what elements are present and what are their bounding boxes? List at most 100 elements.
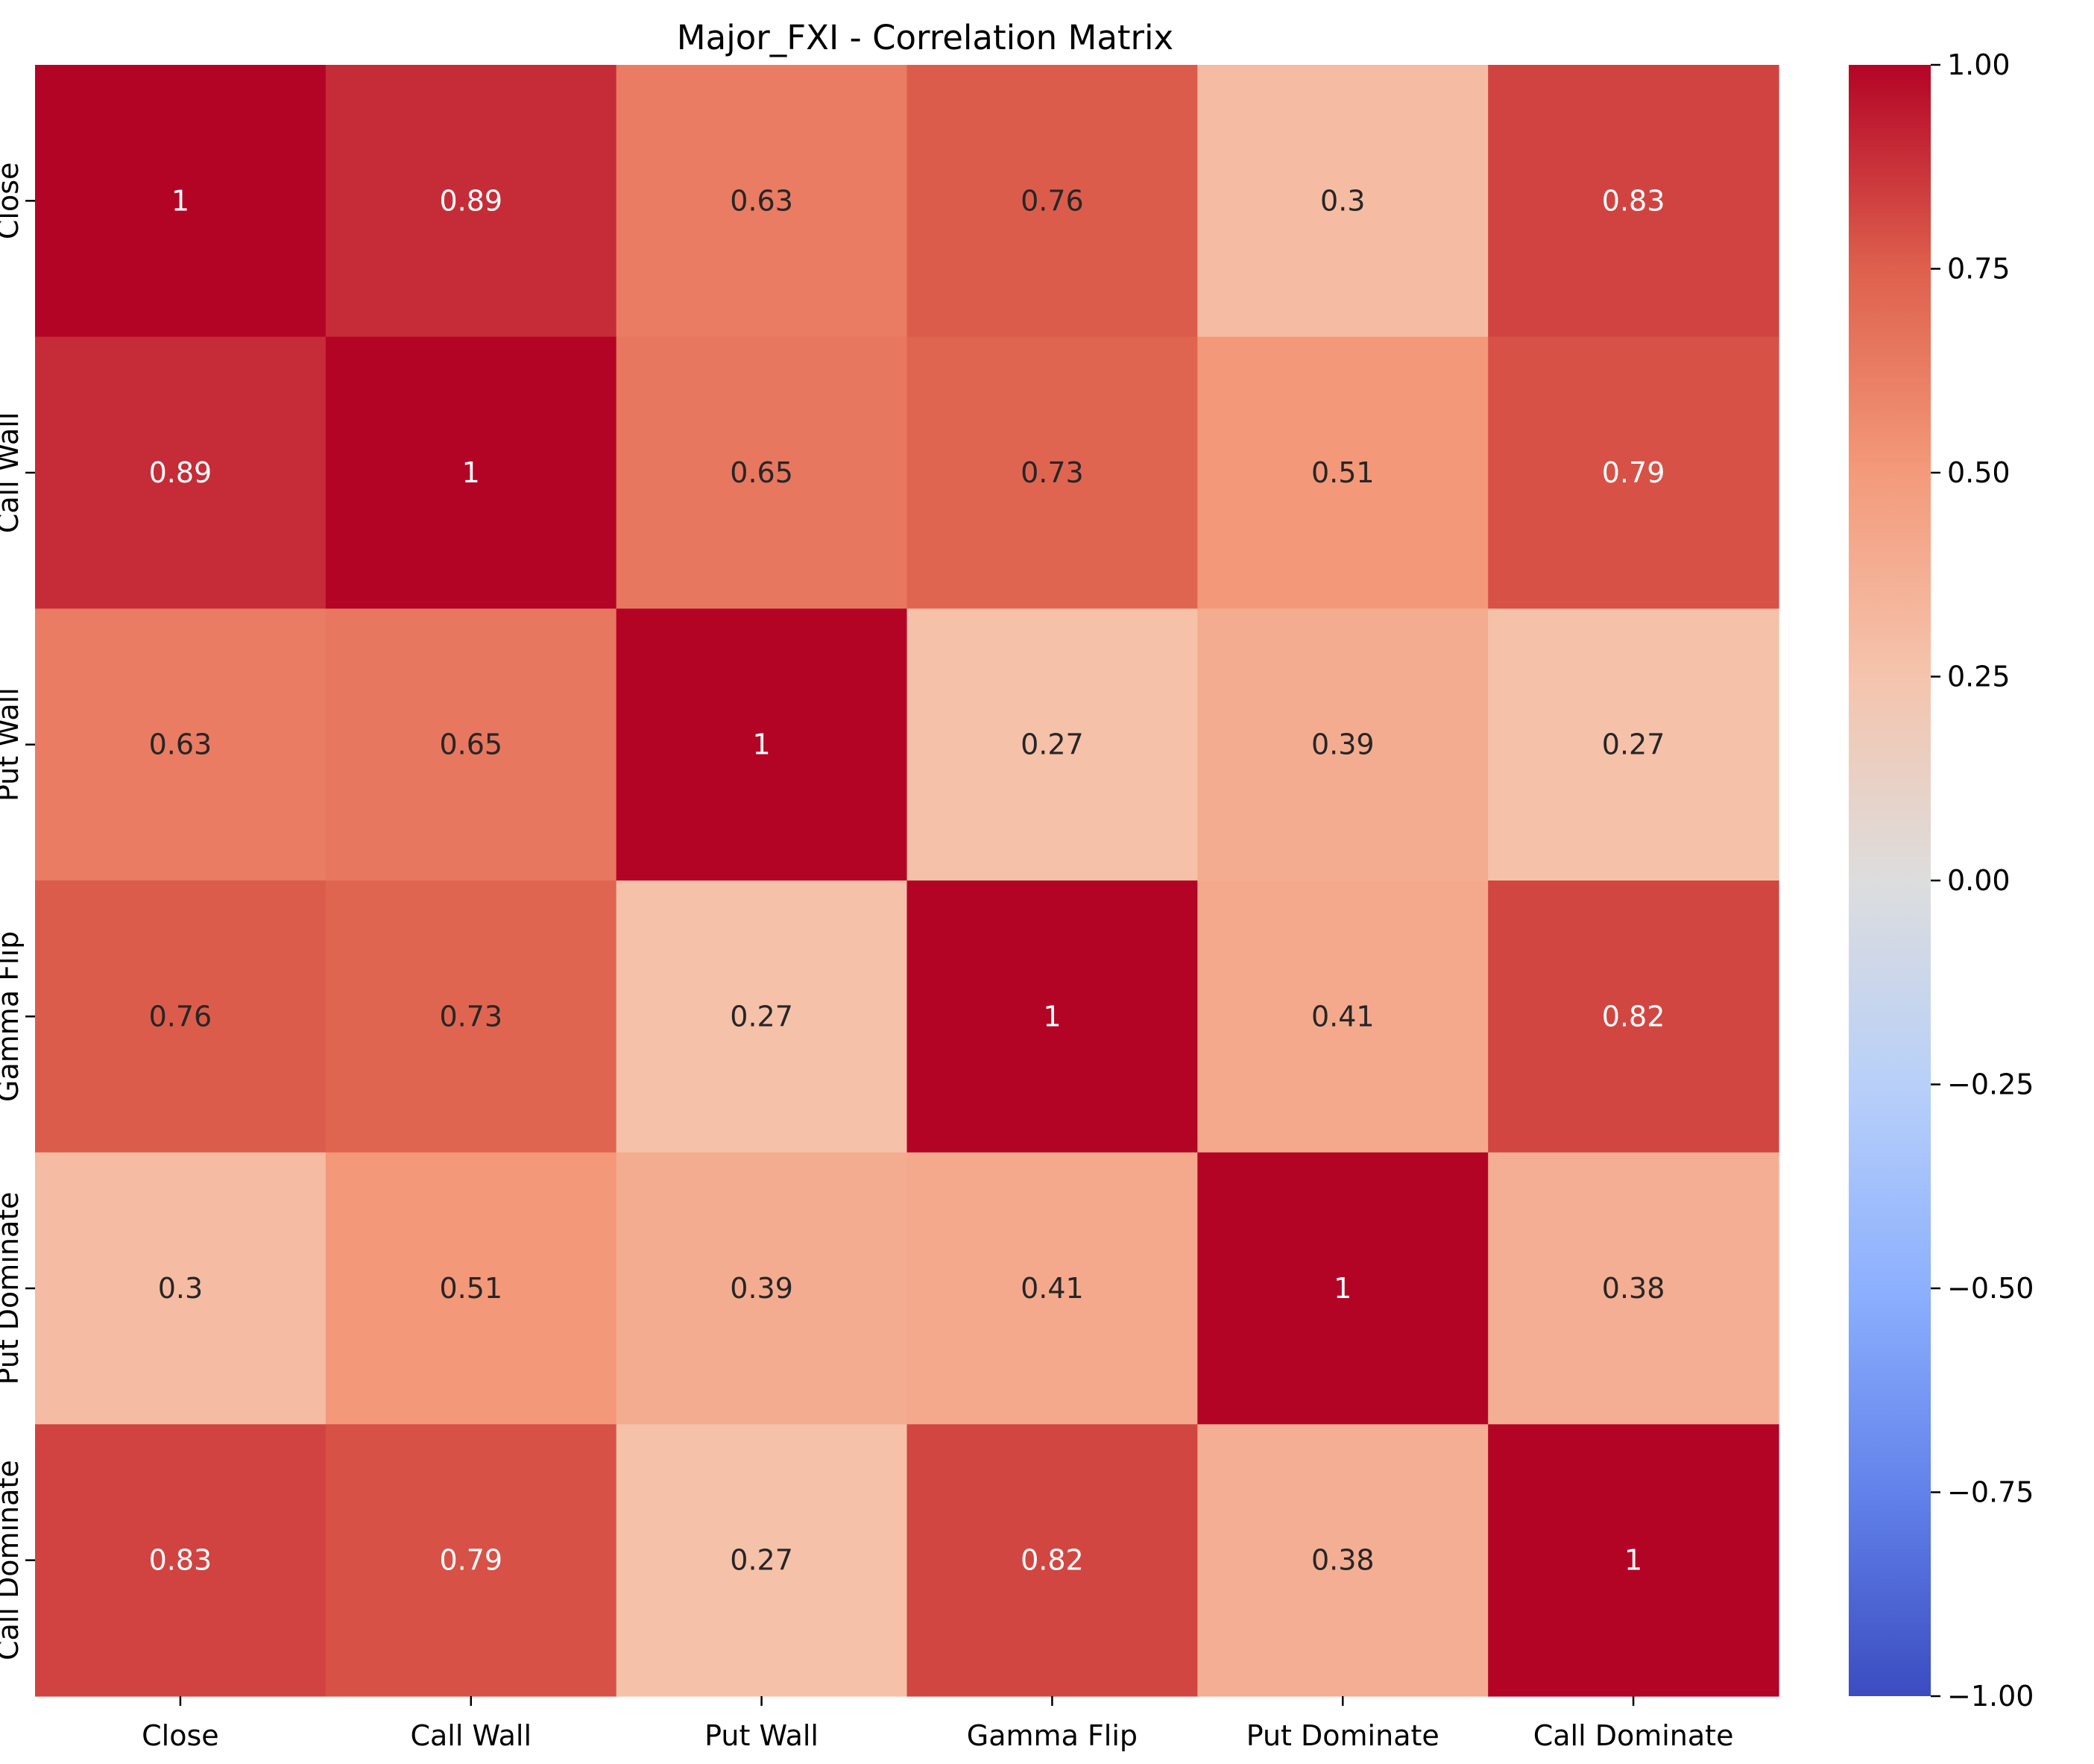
heatmap-cell [616, 65, 908, 338]
heatmap-cell [616, 608, 908, 881]
colorbar-tick-label: −0.25 [1947, 1068, 2034, 1101]
heatmap-cell [616, 1424, 908, 1697]
cell-value-label: 0.76 [149, 1000, 212, 1033]
x-tick-label: Put Dominate [1246, 1719, 1439, 1752]
cell-value-label: 0.65 [730, 456, 793, 489]
heatmap-cell [1197, 881, 1489, 1153]
cell-value-label: 0.73 [439, 1000, 502, 1033]
colorbar-tick-label: 0.25 [1947, 661, 2011, 693]
heatmap-cell [1488, 608, 1779, 881]
cell-value-label: 1 [1624, 1544, 1642, 1577]
cell-value-label: 0.82 [1021, 1544, 1084, 1577]
cell-value-label: 0.82 [1602, 1000, 1665, 1033]
heatmap-cell [325, 881, 617, 1153]
y-tick-label: Put Dominate [0, 1191, 25, 1385]
cell-value-label: 1 [1334, 1272, 1352, 1305]
colorbar-tick-label: −0.75 [1947, 1476, 2034, 1509]
heatmap-cell [1488, 1152, 1779, 1425]
x-tick-label: Call Dominate [1533, 1719, 1734, 1752]
cell-value-label: 0.27 [1602, 728, 1665, 761]
heatmap-cell [35, 336, 327, 609]
x-tick-label: Call Wall [410, 1719, 532, 1752]
cell-value-label: 0.27 [730, 1544, 793, 1577]
heatmap-cell [325, 1424, 617, 1697]
cell-value-label: 0.83 [1602, 184, 1665, 217]
heatmap-cell [906, 881, 1198, 1153]
y-tick-label: Gamma Flip [0, 931, 25, 1102]
heatmap-cell [1197, 608, 1489, 881]
cell-value-label: 0.51 [439, 1272, 502, 1305]
heatmap-cell [616, 1152, 908, 1425]
colorbar-tick-label: −0.50 [1947, 1272, 2034, 1305]
heatmap-cell [906, 608, 1198, 881]
cell-value-label: 0.63 [149, 728, 212, 761]
heatmap-cell [1488, 336, 1779, 609]
colorbar: 1.00 0.75 0.50 0.25 0.00 −0.25 −0.50 −0.75 −1.00 [1849, 48, 2034, 1713]
heatmap-cell [325, 336, 617, 609]
cell-value-label: 0.89 [439, 184, 502, 217]
colorbar-tick-label: 0.75 [1947, 253, 2011, 286]
cell-value-label: 0.39 [1311, 728, 1375, 761]
cell-value-label: 1 [462, 456, 480, 489]
cell-value-label: 0.76 [1021, 184, 1084, 217]
x-axis: Close Call Wall Put Wall Gamma Flip Put Domi… [142, 1696, 1733, 1752]
colorbar-tick-label: −1.00 [1947, 1680, 2034, 1713]
cell-value-label: 0.38 [1602, 1272, 1665, 1305]
cell-value-label: 0.79 [1602, 456, 1665, 489]
heatmap-cell [35, 881, 327, 1153]
heatmap-cell [906, 1424, 1198, 1697]
heatmap-cell [35, 65, 327, 338]
heatmap-cell-labels: 1 0.89 0.63 0.76 0.3 0.83 0.89 1 0.65 0.73 0.51 0.7… [149, 184, 1665, 1576]
heatmap-cell [1197, 65, 1489, 338]
cell-value-label: 0.63 [730, 184, 793, 217]
y-axis: Close Call Wall Put Wall Gamma Flip Put Domi… [0, 163, 35, 1660]
colorbar-tick-label: 0.50 [1947, 456, 2011, 489]
y-tick-label: Call Dominate [0, 1460, 25, 1660]
cell-value-label: 0.3 [158, 1272, 203, 1305]
cell-value-label: 0.27 [1021, 728, 1084, 761]
cell-value-label: 0.3 [1320, 184, 1365, 217]
heatmap-cell [1197, 336, 1489, 609]
colorbar-scale [1849, 65, 1931, 1696]
heatmap-cell [1197, 1152, 1489, 1425]
cell-value-label: 0.39 [730, 1272, 793, 1305]
heatmap-cell [35, 1424, 327, 1697]
heatmap-cell [35, 1152, 327, 1425]
cell-value-label: 0.51 [1311, 456, 1375, 489]
heatmap-cell [325, 1152, 617, 1425]
heatmap-cell [325, 608, 617, 881]
cell-value-label: 1 [1043, 1000, 1061, 1033]
cell-value-label: 1 [752, 728, 770, 761]
x-tick-label: Put Wall [704, 1719, 819, 1752]
heatmap-cell [906, 1152, 1198, 1425]
heatmap-cell [1488, 881, 1779, 1153]
heatmap-cell [35, 608, 327, 881]
heatmap-cell [1197, 1424, 1489, 1697]
y-tick-label: Close [0, 163, 25, 240]
heatmap-cell [906, 65, 1198, 338]
heatmap-cell [616, 881, 908, 1153]
chart-title: Major_FXI - Correlation Matrix [677, 18, 1173, 57]
heatmap-cell [616, 336, 908, 609]
cell-value-label: 0.41 [1021, 1272, 1084, 1305]
cell-value-label: 1 [171, 184, 189, 217]
x-tick-label: Close [142, 1719, 219, 1752]
colorbar-tick-label: 1.00 [1947, 48, 2011, 81]
heatmap-cells [35, 65, 1779, 1697]
cell-value-label: 0.79 [439, 1544, 502, 1577]
cell-value-label: 0.73 [1021, 456, 1084, 489]
cell-value-label: 0.89 [149, 456, 212, 489]
heatmap-cell [325, 65, 617, 338]
y-tick-label: Call Wall [0, 412, 25, 534]
cell-value-label: 0.65 [439, 728, 502, 761]
y-tick-label: Put Wall [0, 687, 25, 801]
heatmap-cell [1488, 65, 1779, 338]
colorbar-tick-label: 0.00 [1947, 864, 2011, 897]
cell-value-label: 0.38 [1311, 1544, 1375, 1577]
cell-value-label: 0.27 [730, 1000, 793, 1033]
heatmap-cell [906, 336, 1198, 609]
cell-value-label: 0.41 [1311, 1000, 1375, 1033]
cell-value-label: 0.83 [149, 1544, 212, 1577]
x-tick-label: Gamma Flip [967, 1719, 1138, 1752]
